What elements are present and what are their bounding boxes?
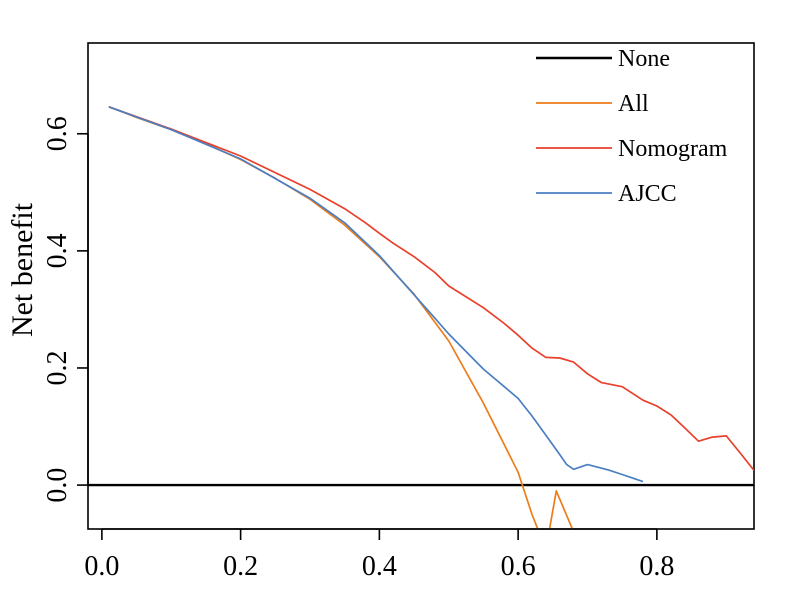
- series-line-all: [108, 106, 574, 529]
- y-tick-label: 0.0: [42, 468, 73, 503]
- series-line-nomogram: [108, 105, 754, 471]
- x-tick-label: 0.2: [223, 551, 258, 582]
- y-tick-label: 0.2: [42, 350, 73, 385]
- legend-label-nomogram: Nomogram: [618, 136, 728, 162]
- x-tick-label: 0.4: [362, 551, 397, 582]
- legend-label-ajcc: AJCC: [618, 181, 677, 207]
- legend-label-none: None: [618, 46, 670, 72]
- x-axis: 0.0 0.2 0.4 0.6 0.8: [84, 528, 674, 582]
- legend-label-all: All: [618, 91, 649, 117]
- y-tick-label: 0.6: [42, 116, 73, 151]
- series-line-ajcc: [108, 106, 644, 483]
- y-axis: 0.0 0.2 0.4 0.6: [42, 116, 89, 503]
- plot-frame: [87, 42, 755, 530]
- x-tick-label: 0.6: [501, 551, 536, 582]
- y-axis-label: Net benefit: [6, 202, 39, 337]
- x-tick-label: 0.8: [639, 551, 674, 582]
- y-tick-label: 0.4: [42, 233, 73, 268]
- series-layer: [88, 105, 754, 529]
- x-tick-label: 0.0: [84, 551, 119, 582]
- legend: None All Nomogram AJCC: [536, 46, 728, 207]
